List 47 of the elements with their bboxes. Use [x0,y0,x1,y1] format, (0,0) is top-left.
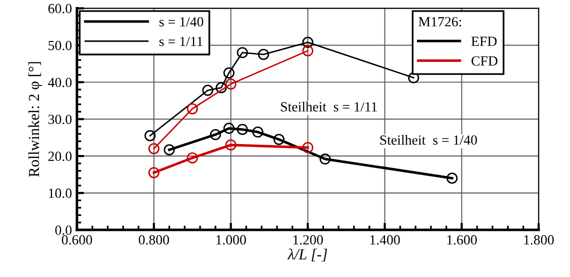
x-tick-label: 1.200 [293,235,323,245]
point [148,167,160,178]
point [320,153,331,165]
x-tick-label: 0.800 [138,235,169,245]
point [302,45,314,56]
point [408,72,420,84]
legend-title: M1726: [418,17,462,26]
annotation: EFD [471,36,497,46]
x-tick-label: 1.000 [216,235,246,245]
point [236,124,248,136]
point [302,142,314,154]
x-tick-label: 1.600 [447,235,477,245]
point [302,36,314,48]
point [223,122,234,134]
y-tick-label: 20.0 [48,152,72,162]
point [258,48,270,60]
point [225,78,236,90]
x-tick-label: 1.800 [524,235,554,245]
y-axis-title: Rollwinkel: 2 φ [°] [28,62,42,177]
y-tick-label: 30.0 [48,114,72,124]
point [164,144,175,156]
annotation: Steilheit s = 1/11 [281,102,377,112]
point [210,129,222,140]
y-tick-label: 60.0 [48,4,72,14]
point [144,130,156,142]
point [223,67,234,78]
point [273,134,284,145]
legend-label: s = 1/40 [159,17,204,26]
y-tick-label: 50.0 [48,40,72,50]
point [225,139,236,151]
x-axis-title: λ/L [-] [287,248,328,262]
y-tick-label: 40.0 [48,78,72,88]
point [236,47,248,58]
point [186,103,198,114]
legend-label: s = 1/11 [159,36,202,46]
x-tick-label: 1.400 [370,235,400,245]
y-tick-label: 10.0 [49,188,72,198]
point [148,143,160,154]
point [252,126,264,138]
annotation: CFD [472,56,498,66]
point [216,82,227,94]
y-tick-label: 0.0 [55,225,72,235]
point [202,84,214,96]
point [186,152,198,164]
x-tick-label: 0.600 [62,235,92,245]
annotation: Steilheit s = 1/40 [380,134,477,145]
point [446,172,458,184]
